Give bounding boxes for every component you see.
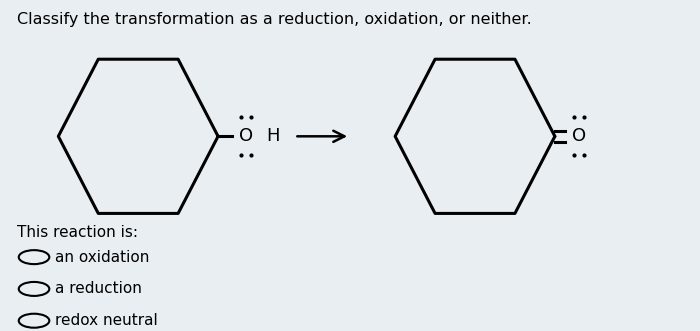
Text: H: H bbox=[267, 127, 280, 145]
Text: This reaction is:: This reaction is: bbox=[17, 225, 138, 240]
Text: Classify the transformation as a reduction, oxidation, or neither.: Classify the transformation as a reducti… bbox=[17, 12, 531, 27]
Text: redox neutral: redox neutral bbox=[55, 313, 158, 328]
Text: an oxidation: an oxidation bbox=[55, 250, 149, 264]
Text: O: O bbox=[239, 127, 253, 145]
Text: O: O bbox=[572, 127, 587, 145]
Text: a reduction: a reduction bbox=[55, 281, 141, 297]
